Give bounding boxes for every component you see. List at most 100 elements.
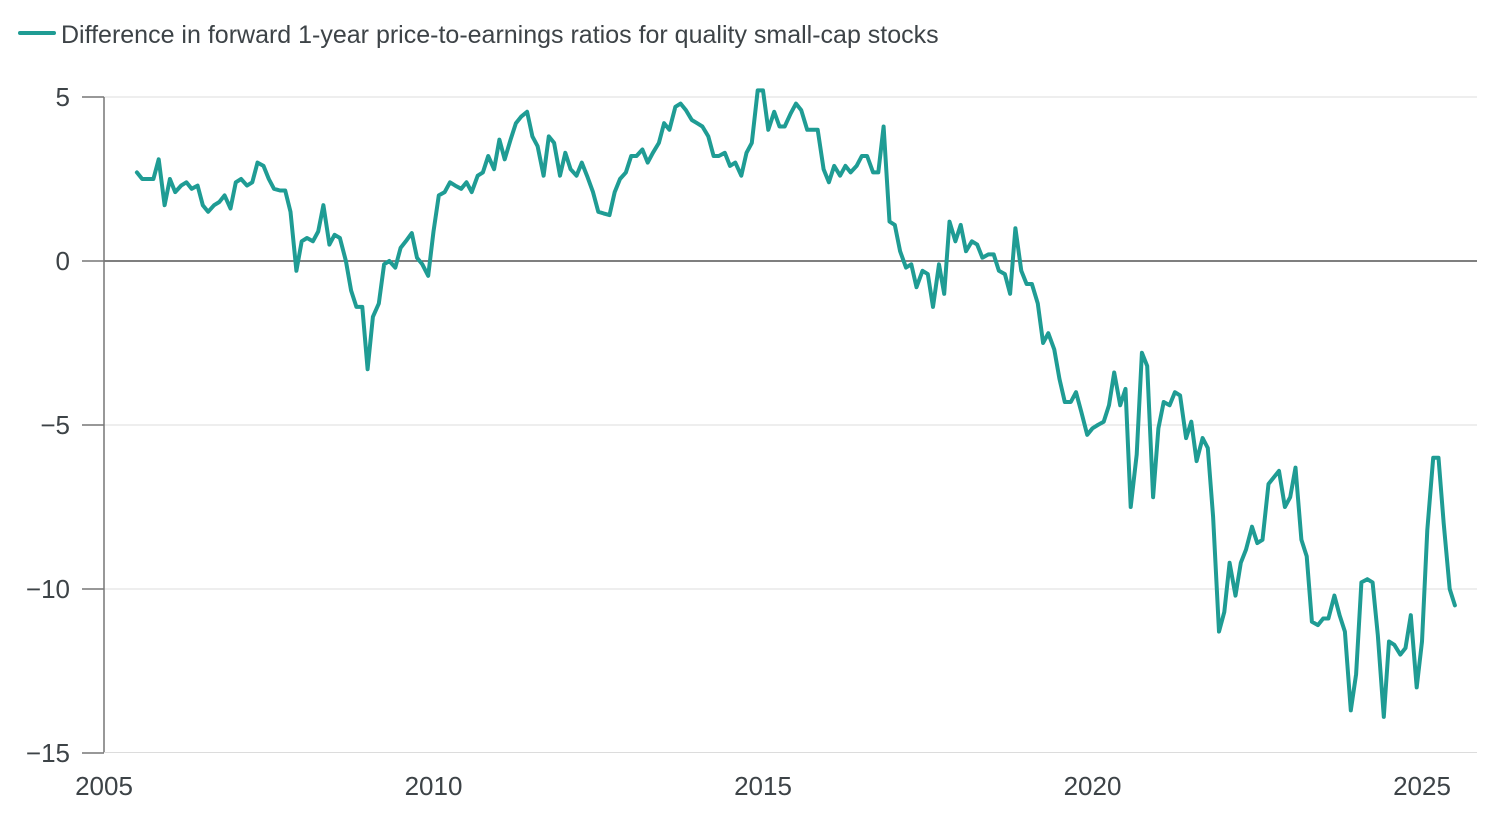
data-point bbox=[733, 161, 737, 165]
data-point bbox=[399, 246, 403, 250]
data-point bbox=[481, 170, 485, 174]
data-point bbox=[470, 190, 474, 194]
data-point bbox=[706, 134, 710, 138]
data-point bbox=[1201, 436, 1205, 440]
data-point bbox=[1003, 272, 1007, 276]
x-tick-label: 2010 bbox=[405, 771, 463, 801]
data-point bbox=[1431, 456, 1435, 460]
data-point bbox=[980, 256, 985, 260]
data-point bbox=[1255, 541, 1259, 545]
data-point bbox=[1069, 400, 1073, 404]
data-point bbox=[986, 252, 991, 256]
data-point bbox=[1013, 226, 1018, 230]
data-point bbox=[1293, 466, 1298, 470]
data-point bbox=[997, 269, 1001, 273]
data-point bbox=[223, 193, 227, 197]
data-point bbox=[1123, 387, 1128, 391]
data-point bbox=[723, 151, 727, 155]
data-point bbox=[684, 108, 688, 112]
data-point bbox=[822, 167, 826, 171]
data-point bbox=[805, 128, 809, 132]
data-point bbox=[849, 170, 853, 174]
data-point bbox=[1403, 646, 1408, 650]
data-point bbox=[1250, 525, 1254, 529]
data-point bbox=[810, 128, 815, 132]
data-point bbox=[278, 188, 282, 193]
data-point bbox=[360, 305, 364, 309]
data-point bbox=[272, 187, 276, 191]
data-point bbox=[1365, 577, 1369, 581]
data-point bbox=[426, 274, 430, 278]
data-point bbox=[179, 184, 183, 188]
data-point bbox=[1129, 505, 1133, 509]
data-point bbox=[157, 157, 161, 161]
data-point bbox=[316, 229, 320, 234]
data-point bbox=[459, 187, 463, 191]
data-point bbox=[1260, 538, 1265, 542]
legend-label: Difference in forward 1-year price-to-ea… bbox=[61, 21, 939, 49]
data-point bbox=[1145, 364, 1149, 368]
data-point bbox=[1217, 630, 1221, 634]
data-point bbox=[146, 177, 150, 181]
x-tick-label: 2005 bbox=[75, 771, 133, 801]
gridlines bbox=[104, 96, 1477, 590]
data-point bbox=[909, 262, 913, 266]
data-point bbox=[1228, 561, 1232, 565]
data-point bbox=[624, 170, 628, 174]
data-point bbox=[1140, 351, 1144, 355]
data-point bbox=[629, 154, 633, 158]
data-point bbox=[838, 174, 842, 178]
data-point bbox=[1173, 390, 1177, 394]
data-point bbox=[288, 210, 293, 214]
data-point bbox=[1046, 331, 1050, 335]
y-tick-label: −5 bbox=[40, 410, 70, 440]
data-point bbox=[914, 285, 919, 289]
data-point bbox=[1079, 410, 1083, 414]
data-point bbox=[920, 269, 925, 273]
data-point bbox=[245, 184, 249, 188]
data-point bbox=[777, 124, 782, 129]
data-point bbox=[783, 124, 787, 129]
data-point bbox=[898, 249, 902, 253]
data-point bbox=[382, 262, 386, 266]
data-point bbox=[140, 177, 144, 181]
data-point bbox=[1096, 423, 1100, 427]
data-point bbox=[931, 305, 935, 309]
data-point bbox=[448, 180, 452, 184]
data-point bbox=[679, 102, 683, 106]
data-point bbox=[547, 134, 551, 138]
data-point bbox=[794, 102, 798, 106]
data-point bbox=[975, 243, 979, 247]
data-point bbox=[766, 128, 770, 132]
data-point bbox=[1332, 594, 1336, 598]
data-point bbox=[1338, 613, 1342, 617]
data-point bbox=[1030, 282, 1034, 286]
data-point bbox=[509, 138, 513, 142]
data-point bbox=[1168, 403, 1172, 407]
data-point bbox=[1025, 282, 1029, 286]
data-point bbox=[366, 367, 370, 371]
data-point bbox=[1283, 505, 1287, 509]
data-point bbox=[591, 190, 595, 194]
data-point bbox=[1453, 603, 1457, 608]
data-point bbox=[349, 288, 353, 293]
data-point bbox=[1343, 630, 1347, 634]
data-point bbox=[196, 184, 200, 188]
data-point bbox=[1305, 554, 1309, 558]
series-line bbox=[134, 88, 1457, 719]
data-point bbox=[657, 141, 661, 145]
data-point bbox=[558, 174, 562, 178]
data-point bbox=[772, 110, 776, 114]
data-point bbox=[1206, 446, 1210, 450]
data-point bbox=[1090, 426, 1095, 430]
data-point bbox=[876, 170, 880, 174]
data-point bbox=[1189, 420, 1193, 424]
data-point bbox=[212, 203, 216, 207]
data-point bbox=[1052, 348, 1056, 352]
data-point bbox=[476, 174, 480, 178]
data-point bbox=[1277, 469, 1281, 473]
data-point bbox=[937, 262, 941, 266]
data-point bbox=[453, 184, 457, 188]
data-point bbox=[377, 302, 381, 306]
data-point bbox=[1135, 452, 1139, 457]
